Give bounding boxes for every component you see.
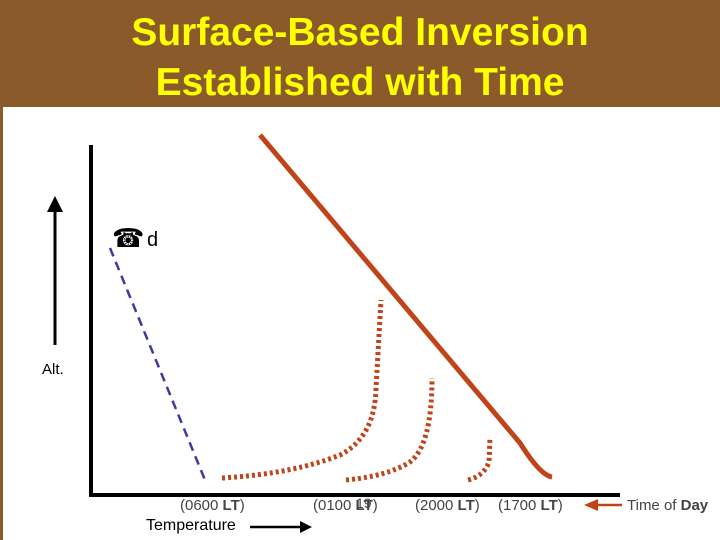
afternoon-profile-line	[258, 133, 553, 480]
overlap-number: 19	[356, 495, 372, 511]
title-line-2: Established with Time	[155, 61, 565, 104]
time-label-2000: (2000 LT)	[415, 497, 480, 514]
title-line-1: Surface-Based Inversion	[131, 11, 589, 54]
inversion-profile-0100	[345, 377, 435, 483]
time-of-day-label: Time of Day	[627, 497, 709, 514]
dry-adiabat-suffix: d	[147, 229, 159, 251]
time-label-0100: (0100 LT)	[313, 497, 378, 514]
inversion-profile-0600	[221, 299, 384, 481]
dry-adiabat-line	[108, 247, 207, 481]
dry-adiabat-label: ☎	[112, 224, 144, 252]
time-arrow-head	[584, 499, 598, 511]
slide-title: Surface-Based Inversion Established with…	[0, 8, 720, 108]
x-axis-label: Temperature	[146, 517, 236, 534]
altitude-arrow-head	[47, 196, 63, 212]
title-banner	[0, 0, 720, 107]
left-border	[0, 107, 3, 540]
time-label-0600: (0600 LT)	[180, 497, 245, 514]
telephone-icon: ☎	[112, 223, 145, 253]
y-axis-label: Alt.	[42, 361, 64, 378]
time-label-1700: (1700 LT)	[498, 497, 563, 514]
temperature-arrow-head	[300, 521, 312, 533]
inversion-profile-2000	[467, 437, 493, 483]
